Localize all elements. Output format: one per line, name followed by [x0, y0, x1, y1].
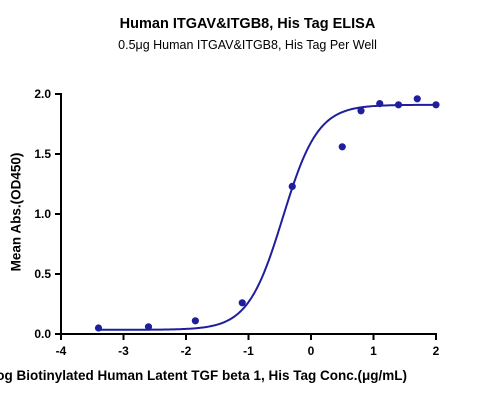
data-point: [338, 143, 346, 151]
data-point: [394, 101, 403, 109]
y-tick-label: 0.5: [34, 267, 51, 281]
chart-subtitle: 0.5μg Human ITGAV&ITGB8, His Tag Per Wel…: [118, 38, 377, 52]
chart-title: Human ITGAV&ITGB8, His Tag ELISA: [119, 16, 376, 32]
x-tick-label: 1: [370, 344, 377, 358]
y-tick-label: 1.0: [34, 207, 51, 221]
data-point: [288, 182, 296, 190]
x-tick-label: -4: [56, 344, 67, 358]
data-point: [376, 100, 384, 108]
data-point: [144, 323, 153, 331]
data-point: [191, 317, 199, 325]
x-tick-label: 0: [308, 344, 315, 358]
data-point: [238, 299, 246, 307]
data-point: [357, 107, 365, 115]
fit-curve: [98, 103, 436, 331]
y-tick-label: 1.5: [34, 147, 51, 161]
data-point: [413, 95, 421, 103]
x-tick-label: -2: [181, 344, 192, 358]
x-axis-label: Log Biotinylated Human Latent TGF beta 1…: [0, 368, 408, 383]
x-tick-label: -1: [243, 344, 254, 358]
data-point: [94, 324, 103, 332]
x-tick-label: -3: [118, 344, 129, 358]
data-point: [432, 101, 440, 109]
y-tick-label: 0.0: [34, 327, 51, 341]
y-tick-label: 2.0: [34, 87, 51, 101]
x-tick-label: 2: [433, 344, 440, 358]
